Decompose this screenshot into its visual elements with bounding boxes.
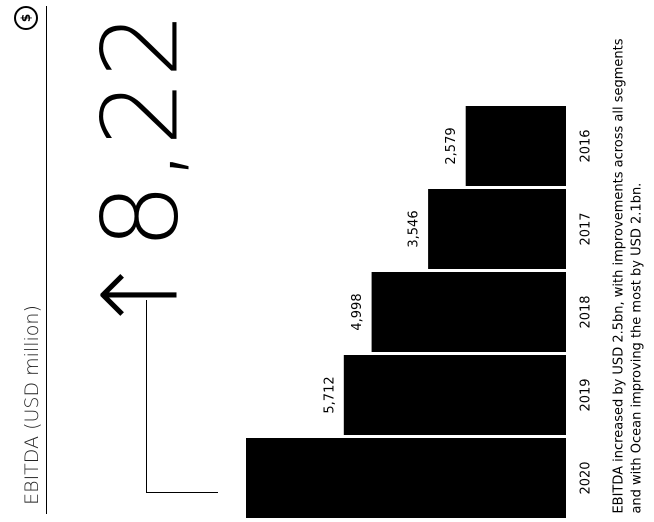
tick-label-2020: 2020 bbox=[579, 461, 594, 494]
data-label-2018: 4,998 bbox=[350, 293, 365, 330]
tick-label-2017: 2017 bbox=[579, 212, 594, 245]
tick-label-2016: 2016 bbox=[579, 129, 594, 162]
bar-2020 bbox=[246, 438, 566, 518]
bar-2017 bbox=[428, 189, 566, 269]
bar-2018 bbox=[371, 272, 566, 352]
data-label-2019: 5,712 bbox=[322, 376, 337, 413]
header-divider bbox=[46, 6, 47, 514]
bar-2016 bbox=[465, 106, 566, 186]
data-label-2016: 2,579 bbox=[444, 127, 459, 164]
leader-line-vertical bbox=[146, 300, 147, 493]
bar-2019 bbox=[343, 355, 566, 435]
data-label-2017: 3,546 bbox=[407, 210, 422, 247]
tick-label-2019: 2019 bbox=[579, 378, 594, 411]
tick-label-2018: 2018 bbox=[579, 295, 594, 328]
dollar-icon: $ bbox=[14, 6, 38, 30]
leader-line-horizontal bbox=[146, 492, 218, 493]
chart-caption: EBITDA increased by USD 2.5bn, with impr… bbox=[611, 37, 644, 514]
